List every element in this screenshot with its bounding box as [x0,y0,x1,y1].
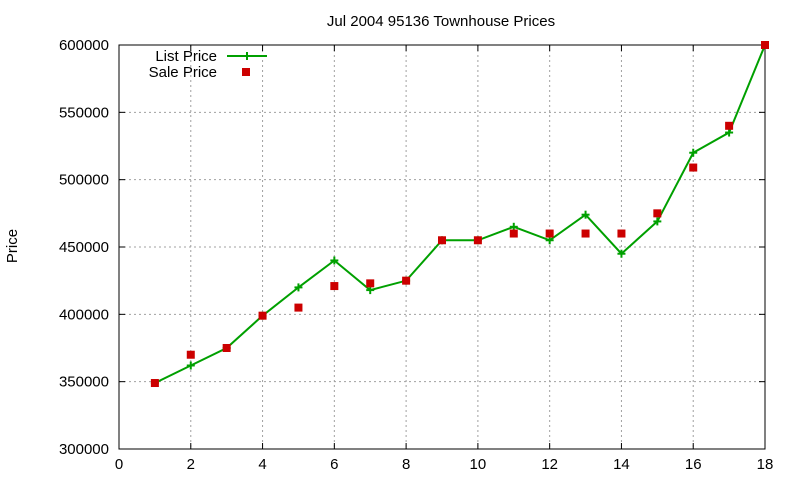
sale-price-point [473,236,482,245]
sale-price-point [294,303,303,312]
legend-marker-list-price [243,52,251,60]
list-price-point [330,256,339,265]
list-price-point [689,148,698,157]
sale-price-point [689,163,698,172]
series-layer [150,41,769,388]
sale-price-point [545,229,554,238]
y-tick-label: 400000 [59,306,109,323]
x-tick-label: 6 [330,456,338,473]
list-price-point [509,222,518,231]
sale-price-point [617,229,626,238]
x-tick-label: 16 [685,456,702,473]
sale-price-point [438,236,446,245]
list-price-point [653,217,662,226]
chart-title: Jul 2004 95136 Townhouse Prices [327,13,555,30]
y-tick-label: 350000 [59,374,109,391]
plot-frame [118,44,766,450]
sale-price-point [402,276,411,285]
legend: List Price Sale Price [149,48,267,81]
y-axis-label: Price [4,229,21,263]
x-tick-label: 18 [757,456,774,473]
x-tick-label: 12 [541,456,558,473]
y-tick-label: 300000 [59,441,109,458]
x-tick-label: 14 [613,456,630,473]
grid-lines [119,45,765,449]
sale-price-point [150,379,159,388]
sale-price-point [186,350,195,359]
x-tick-label: 0 [115,456,123,473]
list-price-point [581,210,590,219]
x-tick-label: 4 [258,456,266,473]
list-price-point [545,236,554,245]
sale-price-point [258,311,267,320]
list-price-point [366,286,375,295]
legend-label-sale-price: Sale Price [149,64,217,81]
y-tick-label: 450000 [59,239,109,256]
legend-marker-sale-price [242,68,250,76]
sale-price-point [509,229,518,238]
sale-price-point [366,279,375,288]
list-price-point [617,249,626,258]
list-price-line [154,44,766,384]
x-tick-label: 10 [470,456,487,473]
x-tick-label: 2 [187,456,195,473]
sale-price-point [725,121,734,130]
y-tick-label: 600000 [59,37,109,54]
sale-price-point [222,344,231,352]
legend-label-list-price: List Price [155,48,217,65]
sale-price-point [653,209,662,218]
sale-price-point [330,282,339,291]
x-tick-label: 8 [402,456,410,473]
axis-ticks: 0 2 4 6 8 10 12 14 16 18 300000 350000 400000 450000 5… [59,37,773,473]
list-price-point [186,361,195,370]
y-tick-label: 500000 [59,172,109,189]
list-price-point [725,128,734,137]
sale-price-point [761,41,769,49]
list-price-point [294,283,303,292]
y-tick-label: 550000 [59,104,109,121]
sale-price-point [581,229,590,238]
